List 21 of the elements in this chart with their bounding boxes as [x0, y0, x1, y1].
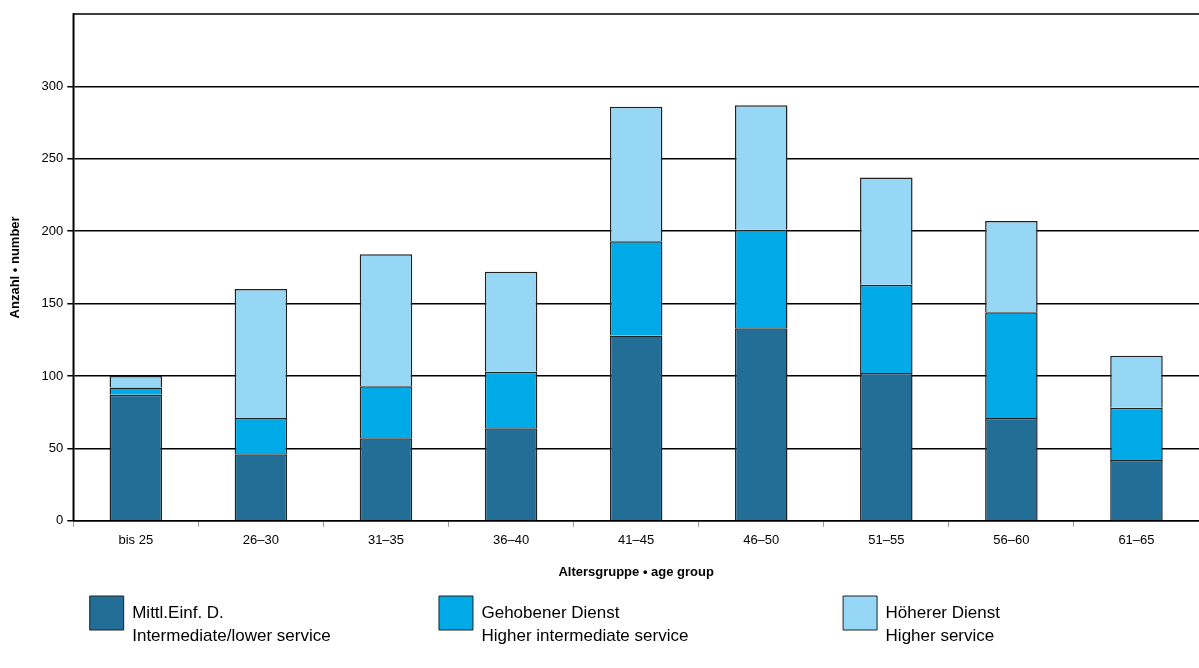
x-tick-label: 41–45 — [618, 532, 655, 548]
x-tick-label: 31–35 — [367, 532, 405, 548]
y-tick-label: 300 — [41, 77, 64, 93]
x-tick-label: 36–40 — [492, 532, 530, 548]
x-tick-label: bis 25 — [118, 532, 154, 548]
y-tick-label: 200 — [41, 222, 64, 238]
y-tick-label: 150 — [41, 295, 64, 311]
y-axis-title: Anzahl • number — [7, 216, 23, 319]
legend-label: Gehobener Dienst Higher intermediate service — [481, 602, 689, 646]
x-tick-label: 56–60 — [993, 532, 1030, 548]
x-tick-label: 51–55 — [868, 532, 905, 548]
x-tick-label: 46–50 — [743, 532, 780, 548]
y-tick-label: 0 — [56, 512, 64, 528]
x-axis-title: Altersgruppe • age group — [558, 563, 714, 579]
legend-label: Mittl.Einf. D. Intermediate/lower service — [132, 602, 331, 646]
x-tick-label: 61–65 — [1118, 532, 1155, 548]
y-tick-label: 100 — [41, 367, 64, 383]
y-tick-label: 50 — [48, 439, 64, 455]
y-tick-label: 250 — [41, 150, 64, 166]
x-tick-label: 26–30 — [242, 532, 279, 548]
legend-label: Höherer Dienst Higher service — [885, 602, 1001, 646]
